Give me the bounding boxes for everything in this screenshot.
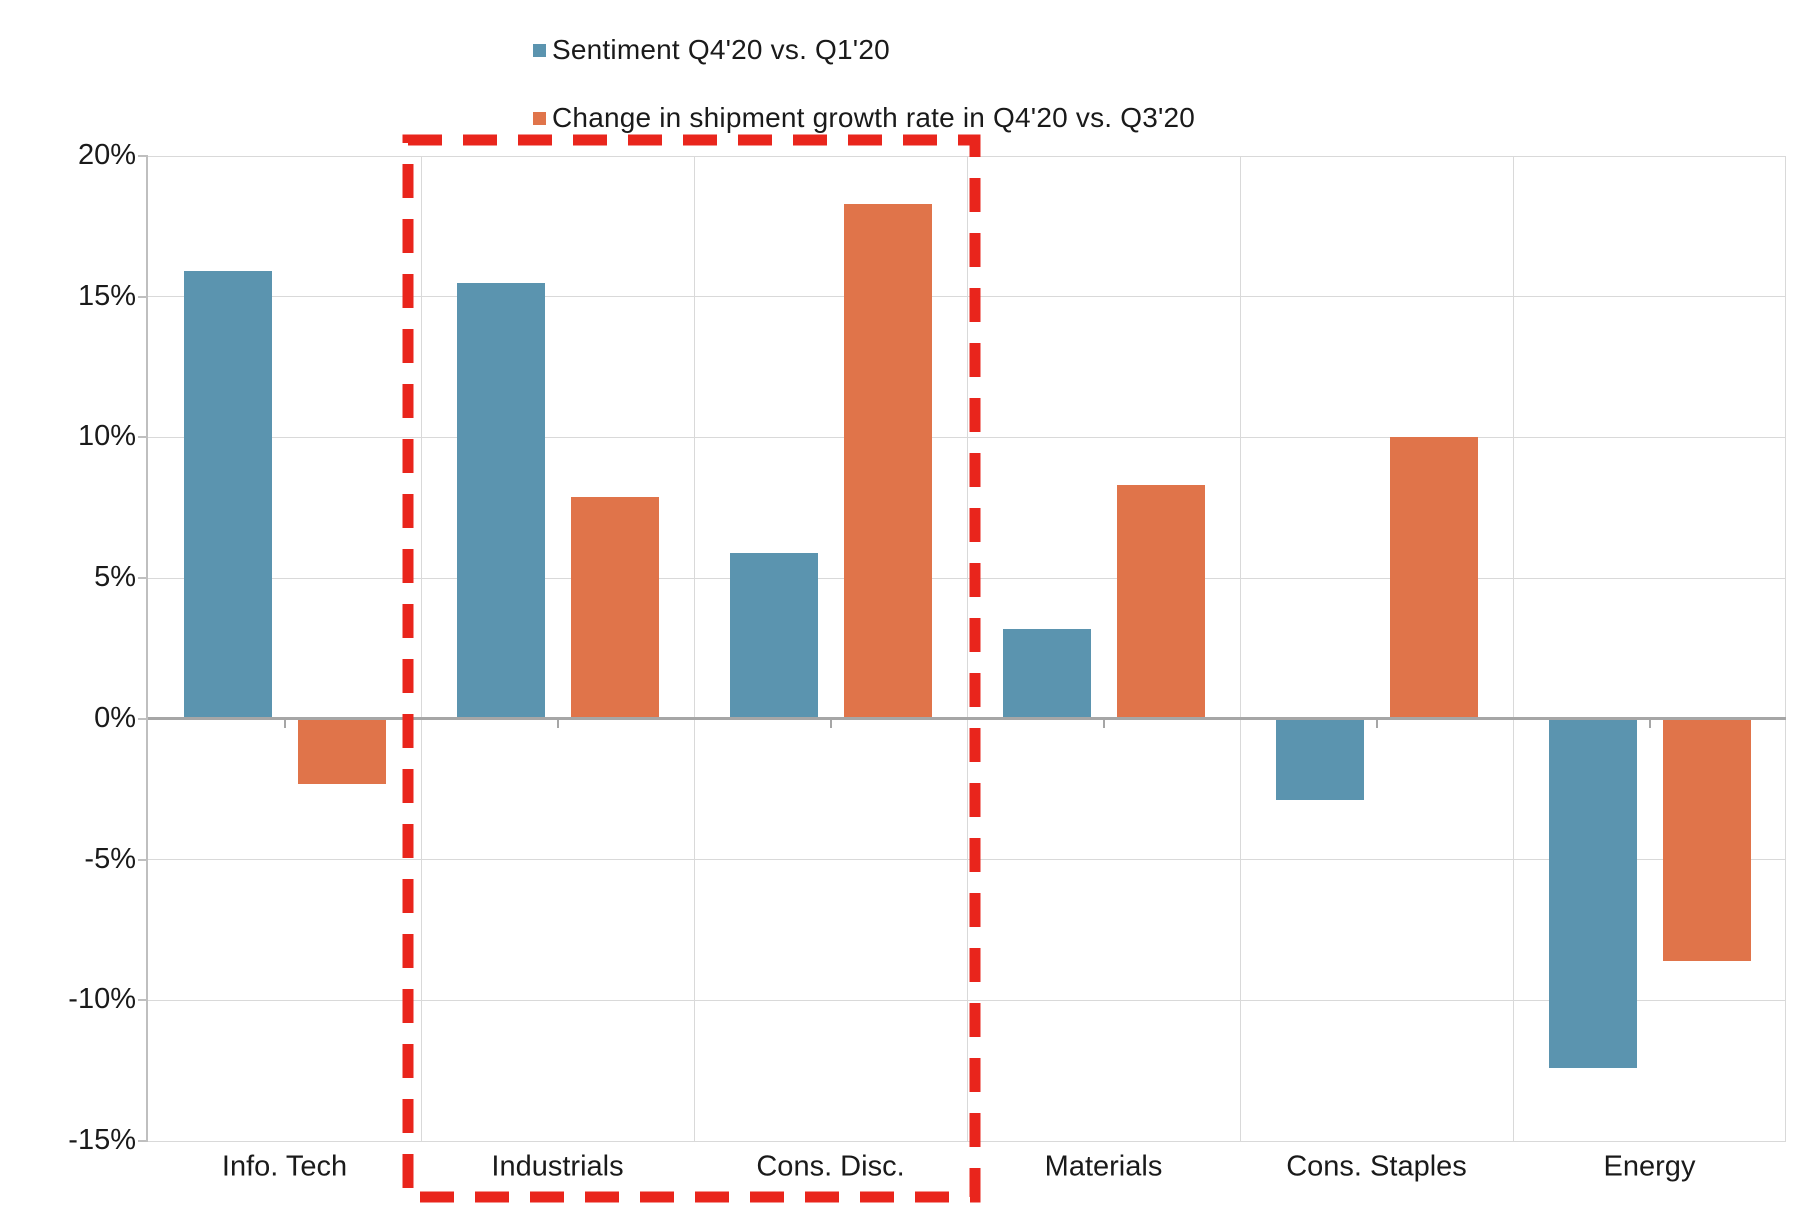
y-axis-label: -15% xyxy=(68,1123,136,1156)
y-axis-label: 20% xyxy=(77,138,136,171)
y-axis-label: -5% xyxy=(84,842,136,875)
y-axis-label: 15% xyxy=(77,279,136,312)
zero-gridline xyxy=(148,717,1786,721)
y-axis-tick xyxy=(138,717,148,720)
category-label: Cons. Disc. xyxy=(756,1150,905,1183)
shipment-bar xyxy=(1116,485,1205,719)
y-axis-tick xyxy=(138,436,148,439)
y-axis-label: 0% xyxy=(94,701,136,734)
x-axis-tick xyxy=(829,720,832,729)
y-axis-tick xyxy=(138,155,148,157)
sentiment-bar xyxy=(1275,720,1364,801)
y-axis-line xyxy=(146,156,148,1141)
shipment-bar xyxy=(1662,720,1751,961)
legend-swatch-shipment-icon xyxy=(533,111,546,125)
sentiment-bar xyxy=(183,271,272,719)
y-axis-tick xyxy=(138,1140,148,1142)
category-label: Info. Tech xyxy=(221,1150,348,1183)
sentiment-bar xyxy=(1548,720,1637,1068)
x-axis-tick xyxy=(283,720,286,729)
y-axis-tick xyxy=(138,858,148,861)
sentiment-bar xyxy=(729,552,818,719)
category-label: Materials xyxy=(1044,1150,1163,1183)
category-separator xyxy=(693,156,695,1141)
shipment-bar xyxy=(1389,437,1478,719)
category-separator xyxy=(1512,156,1514,1141)
y-axis-label: 10% xyxy=(77,420,136,453)
shipment-bar xyxy=(570,496,659,719)
y-axis-label: -10% xyxy=(68,983,136,1016)
category-label: Industrials xyxy=(491,1150,624,1183)
y-axis-tick xyxy=(138,295,148,298)
x-axis-tick xyxy=(1375,720,1378,729)
legend-label-shipment: Change in shipment growth rate in Q4'20 … xyxy=(552,102,1196,133)
shipment-bar xyxy=(843,203,932,719)
legend-item-shipment: Change in shipment growth rate in Q4'20 … xyxy=(533,102,1195,134)
legend-item-sentiment: Sentiment Q4'20 vs. Q1'20 xyxy=(533,34,890,66)
category-label: Energy xyxy=(1603,1150,1696,1183)
sentiment-bar xyxy=(456,282,545,719)
x-axis-tick xyxy=(1648,720,1651,729)
legend-swatch-sentiment-icon xyxy=(533,43,546,57)
sentiment-bar xyxy=(1002,628,1091,719)
shipment-bar xyxy=(297,720,386,784)
y-axis-tick xyxy=(138,577,148,580)
category-separator xyxy=(1239,156,1241,1141)
category-separator xyxy=(420,156,422,1141)
y-axis-label: 5% xyxy=(94,560,136,593)
legend-label-sentiment: Sentiment Q4'20 vs. Q1'20 xyxy=(552,34,890,65)
category-separator xyxy=(966,156,968,1141)
category-label: Cons. Staples xyxy=(1286,1150,1467,1183)
y-axis-tick xyxy=(138,999,148,1002)
plot-right-border xyxy=(1785,156,1786,1141)
x-axis-tick xyxy=(556,720,559,729)
x-axis-tick xyxy=(1102,720,1105,729)
